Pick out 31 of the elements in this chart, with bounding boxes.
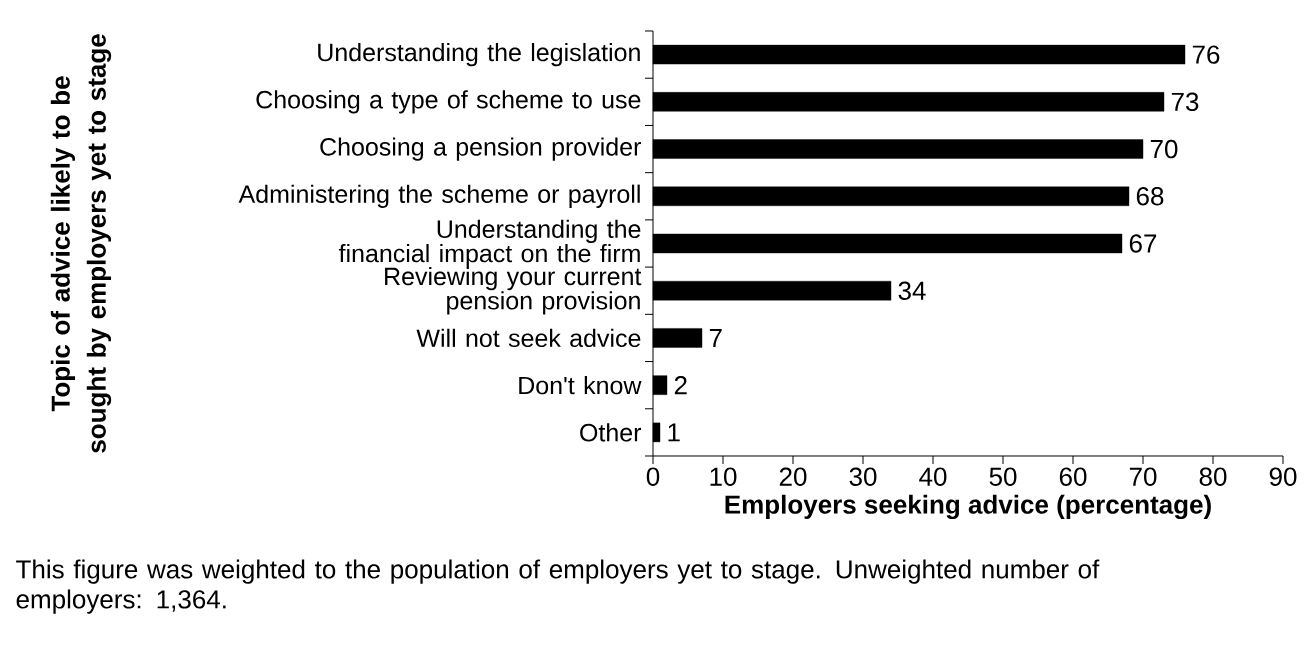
- text: This figure was weighted to the population of employers yet to stage. Unweighted number of employers: 1,364.: [16, 559, 1100, 614]
- x-tick-label: 20: [779, 467, 807, 486]
- y-tick-label: Understanding the legislation: [318, 42, 640, 67]
- data-label: 68: [1136, 187, 1164, 206]
- data-label: 73: [1171, 92, 1199, 112]
- y-tick-label: Will not seek advice: [416, 328, 641, 348]
- x-tick-label: 90: [1269, 467, 1297, 486]
- data-label: 76: [1192, 45, 1220, 64]
- x-tick-label: 70: [1129, 467, 1157, 486]
- x-tick-label: 40: [919, 467, 947, 486]
- x-tick-label: 50: [989, 467, 1017, 486]
- data-label: 70: [1150, 139, 1178, 159]
- y-tick-label: Other: [580, 423, 642, 442]
- x-tick-label: 0: [646, 467, 660, 486]
- y-tick-label: Choosing a type of scheme to use: [256, 90, 641, 114]
- data-label: 34: [898, 281, 926, 300]
- x-tick-label: 10: [710, 467, 737, 486]
- data-label: 67: [1129, 234, 1157, 253]
- x-tick-label: 60: [1059, 467, 1087, 486]
- y-tick-label: Reviewing your current pension provision: [385, 266, 642, 315]
- y-tick-label: Choosing a pension provider: [320, 137, 641, 161]
- x-tick-label: 30: [849, 467, 877, 486]
- x-tick-label: 80: [1199, 467, 1227, 486]
- y-tick-label: Understanding the financial impact on the firm: [338, 219, 641, 268]
- data-label: 7: [709, 328, 722, 347]
- y-tick-label: Don't know: [519, 375, 642, 395]
- data-label: 2: [674, 376, 687, 395]
- y-axis-title: Topic of advice likely to be sought by employers yet to stage: [50, 34, 112, 453]
- x-axis-title: Employers seeking advice (percentage): [725, 494, 1211, 520]
- y-tick-label: Administering the scheme or payroll: [238, 184, 640, 208]
- data-label: 1: [668, 423, 680, 442]
